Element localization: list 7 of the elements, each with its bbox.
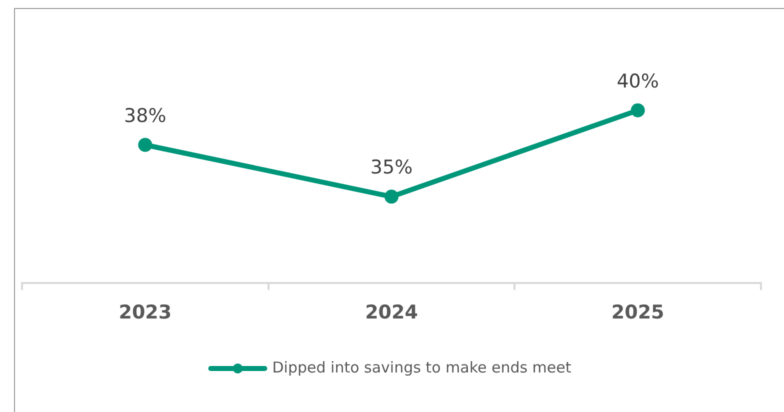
x-tick-label: 2023 <box>118 301 172 324</box>
data-label: 35% <box>370 156 413 179</box>
data-label: 40% <box>616 70 659 92</box>
x-tick-label: 2025 <box>611 301 664 324</box>
x-tick-label: 2024 <box>365 301 418 324</box>
data-label: 38% <box>124 104 166 127</box>
legend-label: Dipped into savings to make ends meet <box>272 358 572 376</box>
